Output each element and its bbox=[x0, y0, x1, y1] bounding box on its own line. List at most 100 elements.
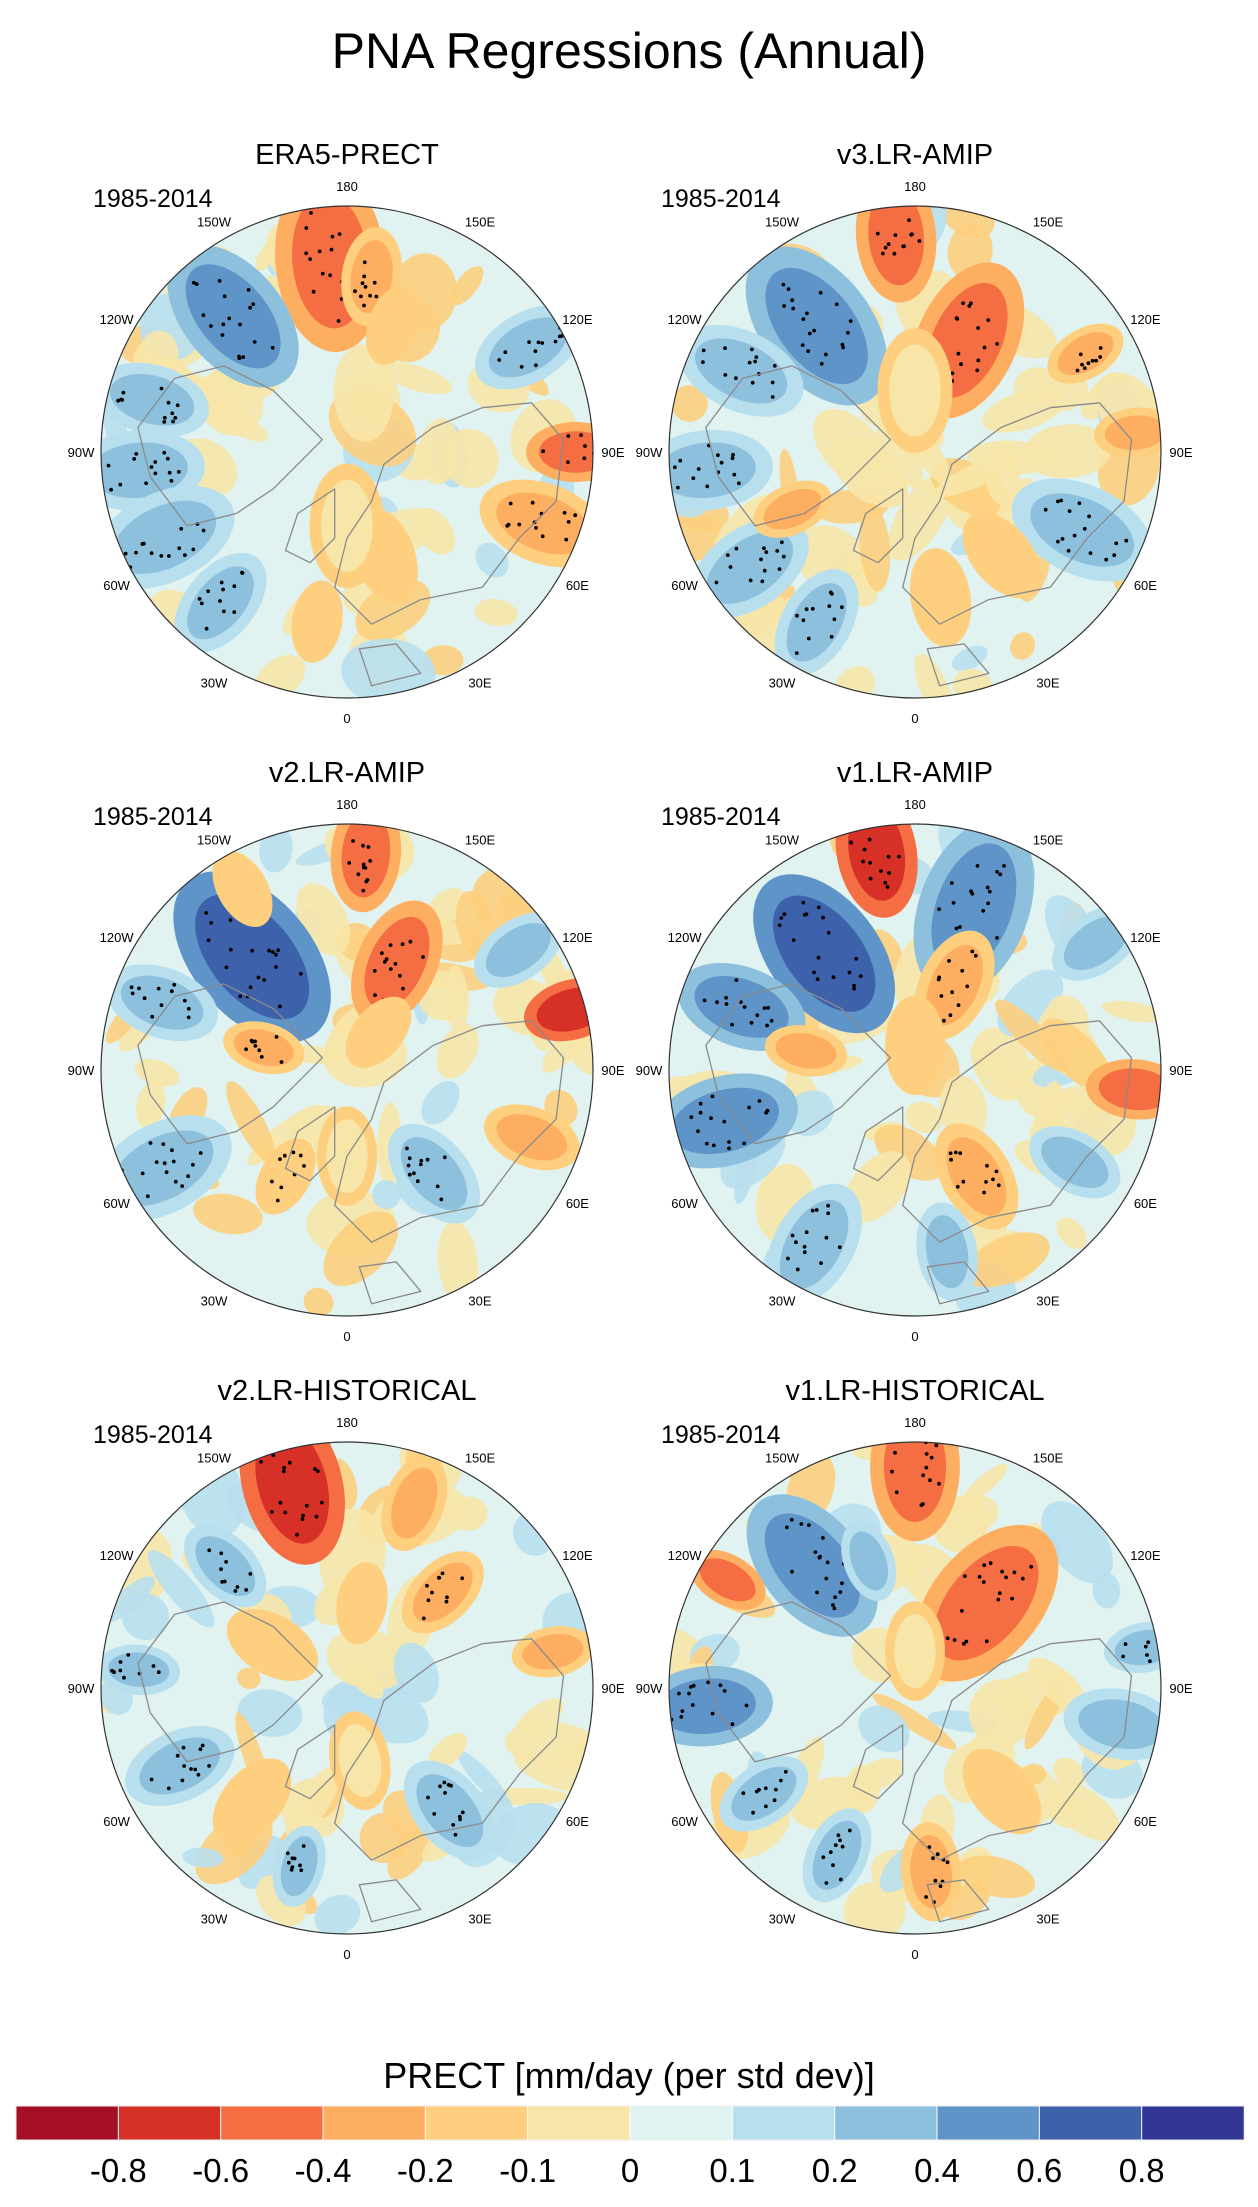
colorbar-swatch bbox=[629, 2105, 734, 2141]
longitude-label: 150W bbox=[765, 215, 800, 230]
significance-dot bbox=[764, 550, 769, 554]
significance-dot bbox=[847, 1828, 852, 1833]
anomaly-core bbox=[112, 500, 217, 574]
significance-dot bbox=[224, 965, 229, 970]
significance-dot bbox=[360, 281, 365, 286]
coastline bbox=[284, 1106, 336, 1182]
map-field bbox=[101, 206, 593, 698]
significance-dot bbox=[883, 245, 888, 250]
longitude-label: 180 bbox=[904, 797, 926, 812]
longitude-label: 180 bbox=[336, 797, 358, 812]
colorbar-tick-label: 0 bbox=[621, 2152, 639, 2189]
anomaly-patch bbox=[845, 1764, 880, 1814]
significance-dot bbox=[564, 537, 569, 542]
longitude-label: 30W bbox=[201, 1293, 228, 1308]
anomaly-core bbox=[321, 479, 373, 572]
significance-dot bbox=[581, 538, 586, 542]
significance-dot bbox=[201, 313, 206, 318]
significance-dot bbox=[186, 1015, 191, 1020]
significance-dot bbox=[964, 1639, 969, 1644]
significance-dot bbox=[320, 1500, 324, 1505]
significance-dot bbox=[159, 1003, 164, 1008]
anomaly-patch bbox=[102, 1576, 155, 1623]
significance-dot bbox=[818, 1554, 822, 1559]
significance-dot bbox=[159, 386, 164, 391]
significance-dot bbox=[122, 1675, 126, 1680]
significance-dot bbox=[886, 854, 891, 859]
significance-dot bbox=[824, 1576, 829, 1581]
significance-dot bbox=[1072, 533, 1077, 538]
significance-dot bbox=[259, 1459, 263, 1464]
significance-dot bbox=[180, 1184, 185, 1188]
colorbar-tick-label: 0.6 bbox=[1016, 2152, 1062, 2189]
significance-dot bbox=[786, 1256, 790, 1261]
significance-dot bbox=[583, 444, 587, 448]
longitude-label: 90W bbox=[68, 1681, 95, 1696]
significance-dot bbox=[534, 363, 538, 368]
significance-dot bbox=[829, 634, 834, 639]
colorbar-tick-label: -0.2 bbox=[397, 2152, 454, 2189]
significance-dot bbox=[881, 251, 885, 256]
significance-dot bbox=[962, 1641, 966, 1646]
significance-dot bbox=[393, 962, 398, 966]
significance-dot bbox=[439, 1197, 444, 1202]
significance-dot bbox=[814, 1208, 819, 1212]
period-label: 1985-2014 bbox=[661, 185, 781, 213]
significance-dot bbox=[209, 324, 213, 328]
significance-dot bbox=[1080, 362, 1084, 367]
significance-dot bbox=[840, 605, 844, 610]
significance-dot bbox=[961, 301, 965, 306]
significance-dot bbox=[714, 580, 719, 585]
significance-dot bbox=[725, 553, 730, 557]
significance-dot bbox=[711, 1143, 716, 1148]
significance-dot bbox=[994, 1169, 999, 1174]
significance-dot bbox=[1098, 355, 1103, 359]
anomaly-patch bbox=[193, 1193, 263, 1235]
significance-dot bbox=[237, 356, 242, 361]
anomaly-core bbox=[391, 1467, 438, 1539]
significance-dot bbox=[363, 285, 368, 289]
significance-dot bbox=[573, 513, 578, 518]
significance-dot bbox=[673, 465, 677, 470]
anomaly-patch bbox=[182, 1847, 224, 1868]
anomaly-patch bbox=[436, 1023, 479, 1079]
significance-dot bbox=[770, 395, 775, 399]
anomaly-patch bbox=[1048, 1794, 1088, 1829]
map-field bbox=[669, 824, 1161, 1316]
anomaly-patch bbox=[858, 1705, 910, 1753]
significance-dot bbox=[209, 921, 214, 925]
significance-dot bbox=[816, 905, 821, 910]
significance-dot bbox=[401, 986, 405, 991]
anomaly-patch bbox=[207, 405, 269, 442]
significance-dot bbox=[963, 1574, 967, 1578]
significance-dot bbox=[407, 1156, 412, 1161]
significance-dot bbox=[764, 1804, 768, 1809]
significance-dot bbox=[1148, 1659, 1152, 1664]
longitude-label: 30W bbox=[201, 675, 228, 690]
significance-dot bbox=[875, 231, 880, 236]
anomaly-patch bbox=[933, 451, 1023, 498]
significance-dot bbox=[782, 912, 787, 917]
significance-dot bbox=[362, 303, 366, 308]
significance-dot bbox=[816, 955, 821, 960]
significance-dot bbox=[952, 1638, 957, 1642]
significance-dot bbox=[828, 1850, 833, 1855]
significance-dot bbox=[710, 1711, 715, 1716]
anomaly-patch bbox=[285, 1765, 341, 1840]
significance-dot bbox=[757, 1099, 762, 1103]
significance-dot bbox=[924, 1895, 928, 1899]
coastline bbox=[334, 402, 565, 625]
longitude-label: 0 bbox=[343, 711, 350, 726]
significance-dot bbox=[460, 1576, 465, 1581]
significance-dot bbox=[949, 1157, 953, 1162]
anomaly-patch bbox=[333, 344, 394, 442]
significance-dot bbox=[690, 1703, 695, 1707]
significance-dot bbox=[179, 526, 184, 531]
significance-dot bbox=[838, 1590, 843, 1594]
longitude-label: 90W bbox=[636, 1063, 663, 1078]
significance-dot bbox=[425, 1583, 429, 1588]
anomaly-patch bbox=[443, 965, 469, 1031]
significance-dot bbox=[704, 1141, 709, 1146]
significance-dot bbox=[986, 318, 991, 322]
significance-dot bbox=[727, 1146, 731, 1151]
